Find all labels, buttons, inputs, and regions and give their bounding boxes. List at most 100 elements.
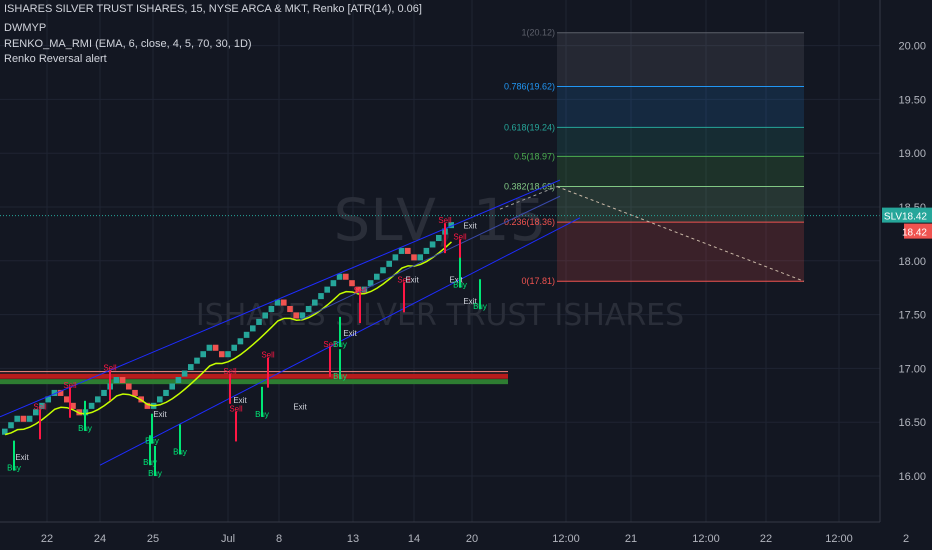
- renko-brick-72: [448, 222, 454, 229]
- renko-brick-4: [26, 415, 33, 422]
- signal-label-24: Exit: [463, 297, 477, 306]
- renko-brick-16: [101, 389, 107, 396]
- renko-brick-55: [343, 273, 349, 280]
- renko-brick-27: [169, 383, 175, 390]
- renko-brick-26: [163, 389, 169, 396]
- signal-label-26: Sell: [438, 216, 452, 225]
- signal-label-6: Exit: [153, 410, 167, 419]
- y-tick-8: 16.00: [898, 471, 926, 483]
- fib-label-0.236: 0.236(18.36): [504, 217, 555, 227]
- signal-label-20: Exit: [405, 275, 419, 284]
- signal-label-12: Buy: [148, 469, 162, 478]
- second-price-tag-bg: [904, 223, 932, 239]
- renko-brick-61: [380, 267, 386, 274]
- resistance-band: [0, 373, 508, 379]
- indicator-renko-ma-rmi[interactable]: RENKO_MA_RMI (EMA, 6, close, 4, 5, 70, 3…: [4, 38, 252, 50]
- renko-brick-65: [405, 247, 411, 254]
- renko-brick-63: [392, 254, 399, 261]
- x-axis-bg: [0, 522, 932, 550]
- signal-label-2: Buy: [7, 464, 21, 473]
- renko-brick-28: [175, 377, 182, 384]
- y-tick-1: 19.50: [898, 94, 926, 106]
- renko-brick-34: [212, 344, 219, 351]
- signal-label-1: Exit: [15, 453, 29, 462]
- renko-brick-6: [39, 402, 45, 409]
- signal-label-18: Buy: [333, 372, 347, 381]
- renko-brick-30: [188, 364, 194, 371]
- renko-brick-51: [318, 293, 324, 300]
- signal-label-14: Sell: [261, 351, 275, 360]
- last-price-tag-bg: [904, 207, 932, 223]
- indicator-renko-reversal[interactable]: Renko Reversal alert: [4, 53, 107, 65]
- signal-label-0: Sell: [33, 402, 47, 411]
- y-axis-bg: [880, 0, 932, 550]
- x-tick-4: 8: [276, 533, 282, 545]
- fib-trend-line: [556, 186, 805, 282]
- signal-label-28: Sell: [453, 232, 467, 241]
- y-tick-4: 18.00: [898, 256, 926, 268]
- fib-anchor-line: [499, 186, 558, 210]
- x-tick-1: 24: [94, 533, 106, 545]
- fib-zone-0.5: [557, 156, 804, 187]
- fib-zone-0.786: [557, 86, 804, 128]
- signal-label-4: Sell: [103, 364, 117, 373]
- signal-label-15: Exit: [293, 402, 307, 411]
- x-tick-5: 13: [347, 533, 359, 545]
- renko-brick-39: [243, 331, 250, 338]
- x-tick-6: 14: [408, 533, 420, 545]
- renko-brick-43: [268, 305, 275, 313]
- fib-label-1: 1(20.12): [521, 28, 555, 38]
- renko-brick-21: [132, 389, 138, 396]
- renko-brick-15: [95, 396, 101, 403]
- renko-brick-38: [237, 338, 244, 345]
- renko-brick-56: [349, 280, 355, 287]
- fib-zone-0.382: [557, 186, 804, 223]
- fib-label-0.382: 0.382(18.69): [504, 182, 555, 192]
- renko-brick-7: [45, 396, 51, 403]
- signal-label-7: Buy: [145, 437, 159, 446]
- renko-brick-23: [144, 402, 151, 409]
- signal-label-11: Buy: [143, 458, 157, 467]
- renko-brick-37: [231, 344, 237, 351]
- x-tick-8: 12:00: [552, 533, 580, 545]
- renko-brick-52: [324, 286, 330, 293]
- renko-brick-36: [225, 351, 231, 358]
- renko-brick-14: [88, 402, 95, 409]
- signal-label-8: Sell: [223, 367, 237, 376]
- renko-brick-29: [181, 370, 188, 377]
- signal-label-23: Buy: [333, 340, 347, 349]
- y-tick-5: 17.50: [898, 310, 926, 322]
- renko-brick-10: [64, 396, 70, 403]
- renko-brick-25: [157, 396, 163, 403]
- symbol-tag-bg: [882, 207, 904, 223]
- signal-label-16: Buy: [255, 410, 269, 419]
- x-tick-10: 12:00: [692, 533, 720, 545]
- renko-brick-53: [330, 280, 337, 287]
- x-tick-12: 12:00: [825, 533, 853, 545]
- indicator-dwmyp[interactable]: DWMYP: [4, 22, 47, 34]
- renko-brick-8: [51, 389, 58, 396]
- fib-label-0.5: 0.5(18.97): [514, 151, 555, 161]
- x-tick-9: 21: [625, 533, 637, 545]
- fib-zone-0.236: [557, 222, 804, 282]
- signal-label-9: Exit: [233, 396, 247, 405]
- x-tick-0: 22: [41, 533, 53, 545]
- renko-brick-57: [355, 286, 361, 293]
- second-price-tag: 18.42: [902, 228, 927, 239]
- fib-zone-1: [557, 32, 804, 87]
- renko-brick-11: [70, 402, 76, 409]
- x-tick-2: 25: [147, 533, 159, 545]
- renko-brick-49: [305, 305, 312, 313]
- renko-brick-47: [293, 312, 299, 319]
- ma-line: [4, 241, 453, 436]
- renko-brick-48: [299, 312, 306, 319]
- renko-brick-69: [429, 241, 436, 248]
- signal-label-22: Exit: [343, 329, 357, 338]
- renko-brick-64: [398, 247, 405, 254]
- renko-brick-32: [200, 351, 206, 358]
- renko-brick-68: [423, 247, 430, 254]
- renko-brick-2: [14, 415, 20, 422]
- y-tick-7: 16.50: [898, 417, 926, 429]
- channel-mid: [299, 195, 561, 321]
